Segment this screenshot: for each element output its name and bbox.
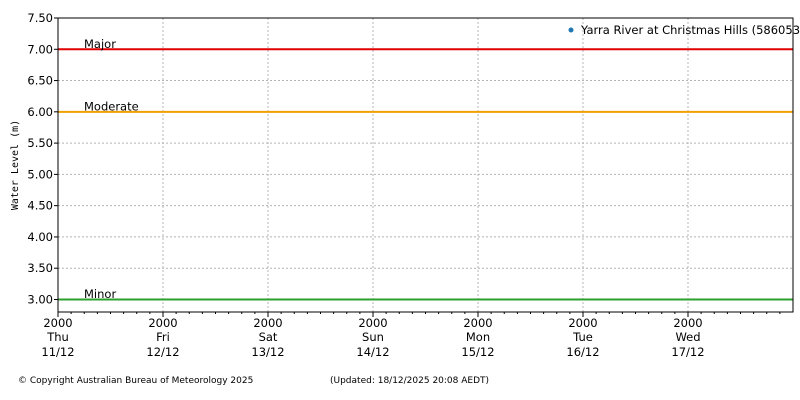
- plot-area: [57, 17, 794, 313]
- legend: Yarra River at Christmas Hills (586053): [568, 23, 800, 37]
- x-tick-date: 15/12: [461, 345, 494, 359]
- y-tick-label: 3.00: [27, 292, 53, 306]
- y-axis-ticks: 7.50 7.00 6.50 6.00 5.50 5.00 4.50 4.00 3.50 3.00: [27, 11, 58, 306]
- gridlines: [58, 17, 793, 312]
- x-tick-year: 2000: [463, 316, 492, 330]
- x-tick-date: 13/12: [251, 345, 284, 359]
- copyright-text: © Copyright Australian Bureau of Meteoro…: [18, 376, 253, 386]
- x-tick-day: Mon: [466, 330, 490, 344]
- legend-label: Yarra River at Christmas Hills (586053): [580, 23, 800, 37]
- x-tick-date: 17/12: [671, 345, 704, 359]
- x-tick-year: 2000: [253, 316, 282, 330]
- y-tick-label: 7.00: [27, 42, 53, 56]
- y-tick-label: 5.00: [27, 167, 53, 181]
- x-tick-day: Sun: [362, 330, 384, 344]
- threshold-lines: Major Moderate Minor: [58, 37, 793, 301]
- y-tick-label: 4.50: [27, 199, 53, 213]
- y-tick-label: 6.50: [27, 74, 53, 88]
- y-tick-label: 4.00: [27, 230, 53, 244]
- y-tick-label: 3.50: [27, 261, 53, 275]
- x-tick-day: Tue: [572, 330, 593, 344]
- x-tick-year: 2000: [43, 316, 72, 330]
- y-tick-label: 7.50: [27, 11, 53, 25]
- y-tick-label: 6.00: [27, 105, 53, 119]
- legend-marker: [568, 27, 574, 33]
- threshold-label-moderate: Moderate: [84, 99, 139, 113]
- threshold-label-major: Major: [84, 37, 116, 51]
- x-tick-date: 11/12: [41, 345, 74, 359]
- x-tick-date: 16/12: [566, 345, 599, 359]
- x-tick-year: 2000: [358, 316, 387, 330]
- x-tick-day: Sat: [259, 330, 278, 344]
- x-tick-year: 2000: [148, 316, 177, 330]
- updated-timestamp: (Updated: 18/12/2025 20:08 AEDT): [330, 376, 489, 386]
- x-tick-year: 2000: [673, 316, 702, 330]
- x-tick-date: 12/12: [146, 345, 179, 359]
- x-tick-day: Thu: [46, 330, 69, 344]
- x-tick-day: Wed: [675, 330, 700, 344]
- x-tick-day: Fri: [156, 330, 170, 344]
- y-axis-title: Water Level (m): [10, 120, 21, 210]
- threshold-label-minor: Minor: [84, 287, 116, 301]
- x-tick-date: 14/12: [356, 345, 389, 359]
- x-tick-year: 2000: [568, 316, 597, 330]
- x-axis-ticks: 2000Thu11/122000Fri12/122000Sat13/122000…: [41, 312, 705, 359]
- y-tick-label: 5.50: [27, 136, 53, 150]
